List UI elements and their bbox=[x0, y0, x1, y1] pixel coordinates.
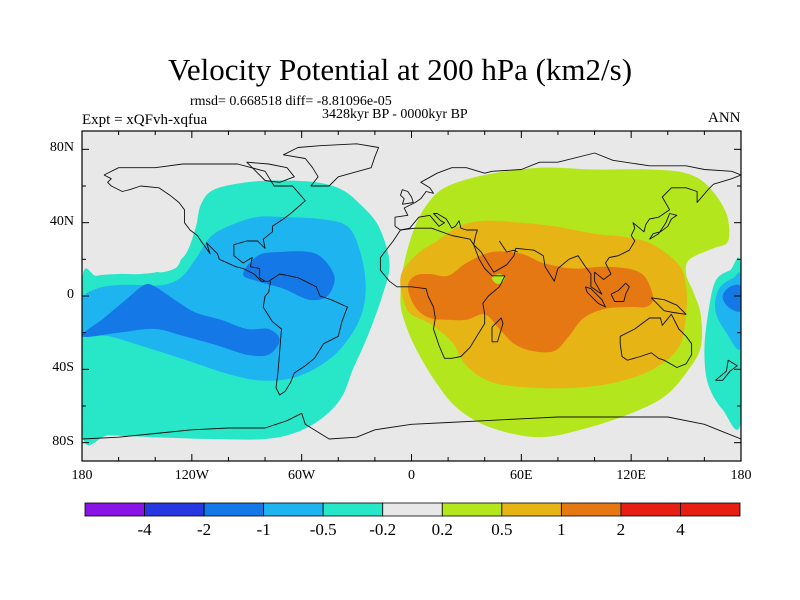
new-zealand-coastline bbox=[715, 359, 738, 381]
x-tick-label: 0 bbox=[408, 468, 415, 483]
colorbar-label: -0.2 bbox=[369, 520, 397, 539]
borneo-coastline bbox=[610, 282, 630, 302]
colorbar-box bbox=[382, 502, 443, 517]
western-hemisphere-hole bbox=[147, 246, 182, 273]
colorbar-box bbox=[560, 502, 622, 517]
colorbar-label: 2 bbox=[616, 520, 626, 539]
colorbar-box bbox=[680, 502, 741, 517]
colorbar-label: 4 bbox=[676, 520, 685, 539]
japan-coastline bbox=[649, 213, 678, 240]
rmsd-diff-text: rmsd= 0.668518 diff= -8.81096e-05 bbox=[190, 94, 392, 109]
colorbar-label: -1 bbox=[256, 520, 271, 539]
colorbar-box bbox=[203, 502, 265, 517]
y-tick-label: 40N bbox=[49, 213, 74, 229]
colorbar bbox=[84, 502, 741, 517]
colorbar-box bbox=[144, 502, 205, 517]
x-tick-label: 60E bbox=[510, 468, 533, 483]
eurasia-coastline bbox=[394, 152, 741, 295]
colorbar-box bbox=[620, 502, 681, 517]
experiment-label: Expt = xQFvh-xqfua bbox=[82, 112, 208, 128]
south-america-coastline bbox=[262, 273, 348, 396]
y-tick-label: 40S bbox=[52, 360, 74, 376]
madagascar-coastline bbox=[491, 317, 504, 343]
eastern-hemisphere-positive bbox=[407, 251, 654, 353]
dateline-negative bbox=[722, 284, 741, 312]
season-label: ANN bbox=[708, 110, 741, 126]
x-tick-label: 120W bbox=[174, 468, 209, 483]
x-tick-label: 180 bbox=[71, 468, 93, 483]
colorbar-box bbox=[322, 502, 384, 517]
colorbar-box bbox=[501, 502, 562, 517]
colorbar-label: 0.5 bbox=[491, 520, 513, 539]
new-guinea-coastline bbox=[650, 297, 687, 315]
colorbar-box bbox=[84, 502, 145, 517]
north-america-coastline bbox=[103, 163, 306, 282]
coastlines bbox=[82, 143, 741, 440]
x-tick-label: 120E bbox=[616, 468, 646, 483]
x-tick-label: 60W bbox=[288, 468, 316, 483]
western-hemisphere-negative bbox=[82, 283, 280, 357]
y-tick-label: 0 bbox=[67, 287, 74, 302]
colorbar-box bbox=[263, 502, 324, 517]
period-text: 3428kyr BP - 0000kyr BP bbox=[322, 107, 468, 122]
contour-fields bbox=[82, 167, 741, 446]
arabian-gulf-coastline bbox=[499, 240, 518, 253]
africa-coastline bbox=[379, 227, 506, 359]
colorbar-box bbox=[441, 502, 503, 517]
colorbar-label: -4 bbox=[137, 520, 152, 539]
colorbar-label: 1 bbox=[557, 520, 566, 539]
colorbar-label: -0.5 bbox=[309, 520, 337, 539]
colorbar-label: 0.2 bbox=[431, 520, 453, 539]
x-tick-label: 180 bbox=[730, 468, 752, 483]
y-tick-label: 80S bbox=[52, 433, 74, 449]
antarctica-coastline bbox=[82, 412, 741, 440]
plot-title: Velocity Potential at 200 hPa (km2/s) bbox=[167, 52, 633, 87]
baffin-coastline bbox=[246, 161, 295, 183]
colorbar-label: -2 bbox=[196, 520, 212, 539]
australia-coastline bbox=[619, 313, 693, 368]
greenland-coastline bbox=[282, 143, 380, 187]
y-tick-label: 80N bbox=[49, 140, 74, 156]
uk-coastline bbox=[400, 189, 414, 205]
sumatra-coastline bbox=[584, 286, 606, 308]
axis-ticks bbox=[81, 131, 742, 461]
